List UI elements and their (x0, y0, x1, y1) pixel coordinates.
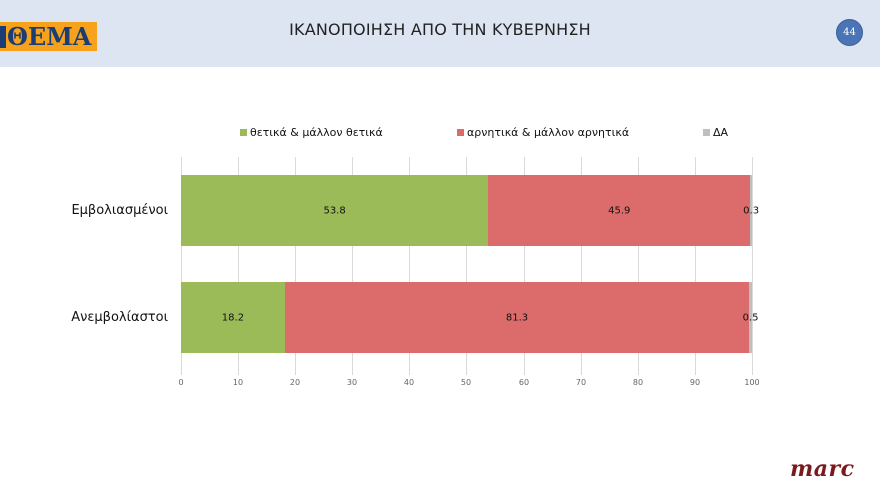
category-label-unvaccinated: Ανεμβολίαστοι (71, 310, 168, 325)
data-label: 0.5 (742, 312, 759, 323)
legend-swatch-red (457, 129, 464, 136)
bar-segment-negative: 81.3 (284, 282, 750, 353)
gridline (409, 157, 410, 375)
legend-item-dk: ΔΑ (703, 126, 728, 139)
logo-text: ΘΕΜΑ (7, 22, 92, 51)
x-tick-label: 60 (518, 378, 530, 387)
page-title: ΙΚΑΝΟΠΟΙΗΣΗ ΑΠΟ ΤΗΝ ΚΥΒΕΡΝΗΣΗ (289, 20, 591, 39)
data-label: 81.3 (505, 312, 529, 323)
legend-item-positive: θετικά & μάλλον θετικά (240, 126, 383, 139)
gridline (581, 157, 582, 375)
gridline (181, 157, 182, 375)
bar-segment-negative: 45.9 (488, 175, 751, 246)
x-tick-label: 20 (289, 378, 301, 387)
marc-logo: marc (790, 456, 855, 482)
x-tick-label: 10 (232, 378, 244, 387)
gridline (238, 157, 239, 375)
chart-legend: θετικά & μάλλον θετικά αρνητικά & μάλλον… (0, 126, 880, 142)
data-label: 18.2 (221, 312, 245, 323)
header-band: ΘΕΜΑ ΙΚΑΝΟΠΟΙΗΣΗ ΑΠΟ ΤΗΝ ΚΥΒΕΡΝΗΣΗ 44 (0, 0, 880, 67)
x-tick-label: 0 (178, 378, 184, 387)
legend-label: ΔΑ (713, 126, 729, 139)
x-tick-label: 70 (575, 378, 587, 387)
gridline (524, 157, 525, 375)
bar-segment-dk: 0.3 (743, 175, 759, 246)
x-tick-label: 80 (632, 378, 644, 387)
page-number-badge: 44 (836, 19, 863, 46)
bar-segment-positive: 53.8 (181, 175, 489, 246)
x-tick-label: 50 (460, 378, 472, 387)
gridline (352, 157, 353, 375)
logo-strip (0, 25, 6, 48)
legend-label: θετικά & μάλλον θετικά (250, 126, 383, 139)
x-tick-label: 40 (403, 378, 415, 387)
gridline (295, 157, 296, 375)
bar-segment-dk: 0.5 (743, 282, 758, 353)
legend-label: αρνητικά & μάλλον αρνητικά (467, 126, 630, 139)
gridline (695, 157, 696, 375)
x-tick-label: 90 (689, 378, 701, 387)
gridline (752, 157, 753, 375)
bar-segment-positive: 18.2 (181, 282, 285, 353)
legend-swatch-green (240, 129, 247, 136)
x-tick-label: 100 (744, 378, 760, 387)
data-label: 0.3 (743, 205, 760, 216)
plot-area: 53.8 45.9 0.3 18.2 81.3 0.5 (181, 157, 759, 375)
legend-item-negative: αρνητικά & μάλλον αρνητικά (457, 126, 629, 139)
protothema-logo: ΘΕΜΑ (0, 22, 97, 51)
x-tick-label: 30 (346, 378, 358, 387)
category-label-vaccinated: Εμβολιασμένοι (71, 203, 168, 218)
gridline (466, 157, 467, 375)
legend-swatch-gray (703, 129, 710, 136)
bar-unvaccinated: 18.2 81.3 0.5 (181, 282, 758, 353)
data-label: 53.8 (323, 205, 346, 216)
data-label: 45.9 (608, 205, 631, 216)
bar-vaccinated: 53.8 45.9 0.3 (181, 175, 759, 246)
gridline (638, 157, 639, 375)
